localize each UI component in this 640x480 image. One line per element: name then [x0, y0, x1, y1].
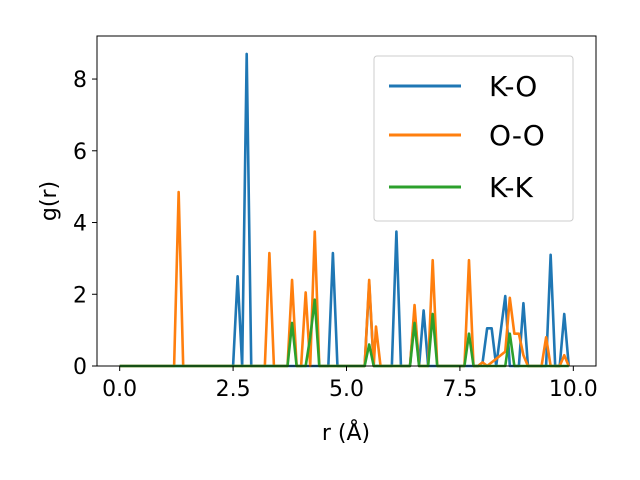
legend: K-O O-O K-K [373, 55, 574, 222]
y-tick-label: 8 [73, 68, 87, 93]
x-tick-label: 10.0 [549, 377, 598, 402]
x-tick-label: 5.0 [329, 377, 364, 402]
legend-label-k-o: K-O [489, 70, 537, 103]
y-axis-ticks: 0 2 4 6 8 [73, 68, 97, 380]
x-tick-label: 2.5 [216, 377, 251, 402]
y-tick-label: 0 [73, 355, 87, 380]
x-axis-label: r (Å) [322, 419, 370, 446]
legend-label-k-k: K-K [489, 171, 534, 204]
x-tick-label: 7.5 [442, 377, 477, 402]
y-axis-label: g(r) [37, 181, 62, 221]
x-tick-label: 0.0 [102, 377, 137, 402]
y-tick-label: 6 [73, 140, 87, 165]
legend-label-o-o: O-O [489, 119, 545, 152]
y-tick-label: 2 [73, 283, 87, 308]
x-axis-ticks: 0.0 2.5 5.0 7.5 10.0 [102, 366, 598, 402]
legend-frame [373, 55, 574, 222]
y-tick-label: 4 [73, 212, 87, 237]
